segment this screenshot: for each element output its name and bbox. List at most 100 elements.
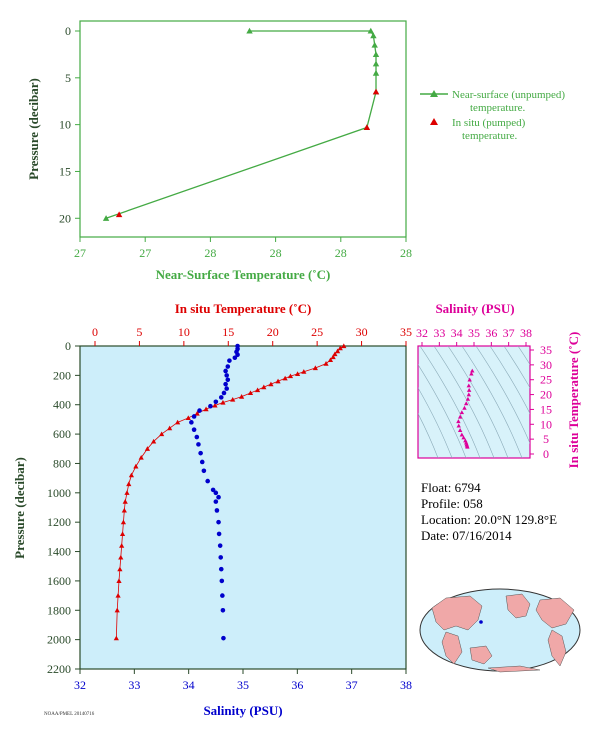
near-surface-plot-frame xyxy=(79,20,407,238)
salinity-point xyxy=(191,427,197,432)
salinity-point xyxy=(217,543,223,548)
temperature-tick-label: 30 xyxy=(356,325,368,339)
temperature-point xyxy=(220,399,226,405)
temperature-point xyxy=(175,419,181,425)
temperature-point xyxy=(275,378,281,384)
temperature-point xyxy=(301,369,307,374)
salinity-tick-label: 38 xyxy=(400,678,412,692)
near-surface-series xyxy=(102,27,380,221)
pressure-axis-label: Pressure (decibar) xyxy=(12,457,27,559)
temperature-tick-label: 25 xyxy=(311,325,323,339)
pressure-tick-label: 400 xyxy=(53,398,71,412)
temperature-point xyxy=(118,554,124,560)
legend: Near-surface (unpumped) temperature. In … xyxy=(420,89,565,142)
ts-salinity-tick-label: 35 xyxy=(468,326,480,340)
ts-point xyxy=(456,419,461,424)
ts-y-axis-label: In situ Temperature (˚C) xyxy=(566,332,581,469)
salinity-x-ticks: 32 33 34 35 36 37 38 xyxy=(74,669,412,692)
profile-number: Profile: 058 xyxy=(421,496,483,511)
near-surface-x-tick-label: 28 xyxy=(204,246,216,260)
temperature-point xyxy=(194,410,200,416)
pressure-tick-label: 2000 xyxy=(47,633,71,647)
temperature-point xyxy=(113,635,119,641)
near-surface-point xyxy=(370,32,377,39)
temperature-tick-label: 10 xyxy=(178,325,190,339)
ts-point xyxy=(457,414,463,419)
temperature-point xyxy=(312,365,318,371)
salinity-point xyxy=(218,555,224,560)
salinity-point xyxy=(196,442,201,447)
temperature-point xyxy=(144,446,151,451)
pressure-tick-label: 200 xyxy=(53,368,71,382)
temperature-point xyxy=(120,519,127,525)
temperature-point xyxy=(151,438,157,444)
temperature-point xyxy=(341,343,347,349)
temperature-point xyxy=(126,481,132,487)
temperature-point xyxy=(138,454,144,460)
salinity-tick-label: 36 xyxy=(291,678,303,692)
temperature-point xyxy=(114,607,120,613)
ts-point xyxy=(461,435,466,440)
ts-point xyxy=(467,377,472,382)
temperature-point xyxy=(122,499,128,504)
salinity-point xyxy=(219,578,225,584)
near-surface-x-tick-label: 28 xyxy=(400,246,412,260)
near-surface-y-tick-label: 20 xyxy=(59,211,71,225)
legend-near-surface-marker xyxy=(430,90,438,97)
salinity-point xyxy=(201,468,207,474)
density-contour xyxy=(418,412,439,458)
temperature-tick-label: 35 xyxy=(400,325,412,339)
salinity-tick-label: 32 xyxy=(74,678,86,692)
near-surface-y-tick-label: 10 xyxy=(59,118,71,132)
temperature-x-ticks: 0 5 10 15 20 25 30 35 xyxy=(92,325,412,346)
temperature-point xyxy=(230,396,236,402)
salinity-point xyxy=(235,352,240,358)
density-contour xyxy=(418,387,453,458)
temperature-point xyxy=(282,375,288,381)
temperature-point xyxy=(167,425,173,431)
near-surface-point xyxy=(102,215,110,221)
near-surface-x-tick-label: 27 xyxy=(139,246,151,260)
salinity-point xyxy=(224,386,229,391)
salinity-tick-label: 35 xyxy=(237,678,249,692)
temperature-point xyxy=(128,472,135,478)
temperature-point xyxy=(117,566,123,572)
ts-point xyxy=(466,392,471,397)
profile-chart: 0 5 10 15 20 25 30 35 32 33 34 35 36 37 38 0 200 400 600… xyxy=(12,301,412,718)
float-location: Location: 20.0°N 129.8°E xyxy=(421,512,557,527)
world-map xyxy=(419,588,581,673)
ts-points xyxy=(456,368,475,449)
salinity-point xyxy=(213,499,219,504)
salinity-point xyxy=(225,364,231,369)
salinity-point xyxy=(213,399,219,405)
salinity-tick-label: 37 xyxy=(346,678,358,692)
pressure-tick-label: 800 xyxy=(53,456,71,470)
salinity-point xyxy=(198,450,203,456)
salinity-point xyxy=(199,459,205,465)
near-surface-x-tick-label: 28 xyxy=(335,246,347,260)
temperature-point xyxy=(337,345,343,351)
float-id: Float: 6794 xyxy=(421,480,481,495)
temperature-point xyxy=(332,351,338,357)
near-surface-point xyxy=(371,41,378,48)
salinity-point xyxy=(232,355,238,361)
salinity-point xyxy=(216,531,222,537)
salinity-tick-label: 33 xyxy=(128,678,140,692)
pressure-tick-label: 1200 xyxy=(47,515,71,529)
salinity-point xyxy=(210,487,216,493)
profile-plot-area xyxy=(79,345,407,670)
near-surface-point xyxy=(372,51,380,57)
near-surface-x-tick-label: 27 xyxy=(74,246,86,260)
salinity-point xyxy=(218,395,224,400)
ts-salinity-tick-label: 37 xyxy=(503,326,515,340)
temperature-point xyxy=(268,381,274,387)
ts-salinity-tick-label: 38 xyxy=(520,326,532,340)
salinity-point xyxy=(227,358,232,363)
salinity-point xyxy=(213,490,219,496)
ts-point xyxy=(465,444,470,449)
ts-salinity-tick-label: 32 xyxy=(416,326,428,340)
ts-density-contours xyxy=(418,346,530,458)
in-situ-point xyxy=(372,88,380,95)
